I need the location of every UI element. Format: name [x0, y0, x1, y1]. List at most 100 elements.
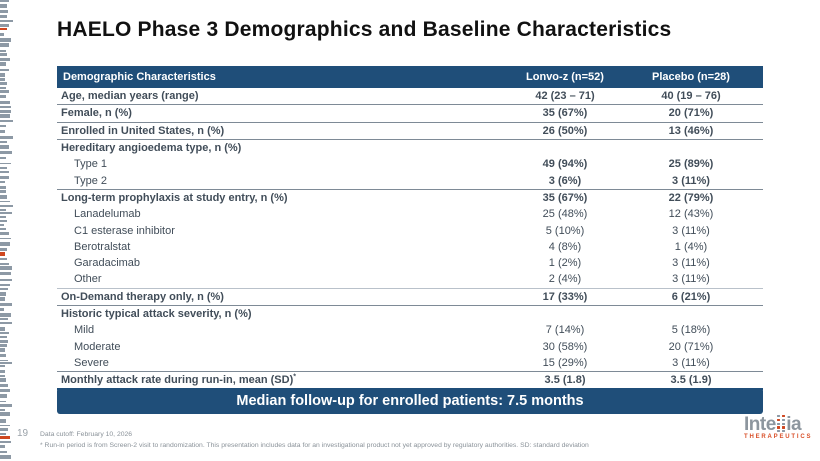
barcode-bar: [0, 195, 7, 199]
intellia-wordmark: Inte ia: [744, 413, 814, 435]
logo-dot: [781, 430, 785, 433]
barcode-bar: [0, 185, 6, 189]
row-label: Mild: [74, 324, 95, 337]
barcode-bar: [0, 331, 9, 335]
table-row: Garadacimab 1 (2%) 3 (11%): [57, 255, 763, 271]
barcode-bar: [0, 200, 10, 203]
barcode-bar: [0, 53, 7, 57]
table-row: Moderate 30 (58%) 20 (71%): [57, 338, 763, 354]
barcode-bar: [0, 257, 7, 260]
barcode-bar: [0, 424, 10, 427]
table-row: Berotralstat 4 (8%) 1 (4%): [57, 239, 763, 255]
placebo-value: 12 (43%): [668, 208, 714, 221]
barcode-bar: [0, 136, 13, 140]
row-label: Long-term prophylaxis at study entry, n …: [61, 191, 288, 204]
placebo-value: 3 (11%): [672, 174, 710, 187]
barcode-bar: [0, 78, 5, 81]
barcode-bar: [0, 308, 5, 312]
barcode-bar: [0, 318, 9, 321]
barcode-bar: [0, 303, 13, 306]
barcode-bar: [0, 49, 7, 53]
barcode-bar: [0, 151, 12, 155]
column-header-placebo: Placebo (n=28): [652, 71, 730, 83]
barcode-bar: [0, 215, 7, 218]
lonvoz-value: 42 (23 – 71): [535, 90, 595, 103]
lonvoz-value: 35 (67%): [542, 191, 588, 204]
barcode-bar: [0, 20, 13, 23]
barcode-bar: [0, 170, 9, 173]
barcode-bar: [0, 383, 9, 388]
barcode-bar: [0, 224, 5, 226]
barcode-bar: [0, 162, 11, 165]
barcode-bar: [0, 262, 9, 266]
row-label: Lanadelumab: [74, 208, 141, 221]
lonvoz-value: 15 (29%): [542, 356, 588, 369]
lonvoz-value: 2 (4%): [548, 273, 582, 286]
column-header-characteristics: Demographic Characteristics: [63, 71, 216, 83]
placebo-value: 22 (79%): [668, 191, 714, 204]
table-row: Long-term prophylaxis at study entry, n …: [57, 190, 763, 206]
barcode-bar: [0, 359, 9, 362]
barcode-bar: [0, 404, 12, 407]
row-label: Age, median years (range): [61, 90, 199, 103]
row-label: Other: [74, 273, 102, 286]
barcode-bar: [0, 101, 11, 105]
placebo-value: 3.5 (1.9): [670, 374, 712, 387]
barcode-bar: [0, 205, 13, 208]
row-label: On-Demand therapy only, n (%): [61, 290, 224, 303]
barcode-bar: [0, 220, 8, 223]
table-row: Monthly attack rate during run-in, mean …: [57, 372, 763, 388]
barcode-bar: [0, 237, 11, 240]
barcode-bar: [0, 62, 6, 66]
footnote-marker: *: [293, 373, 296, 381]
row-label: Moderate: [74, 340, 121, 353]
barcode-bar: [0, 278, 12, 282]
logo-text-start: Inte: [744, 413, 776, 435]
barcode-bar: [0, 344, 7, 347]
table-row: Type 1 49 (94%) 25 (89%): [57, 156, 763, 172]
logo-dot: [777, 426, 781, 429]
placebo-value: 1 (4%): [674, 240, 708, 253]
table-row: Enrolled in United States, n (%) 26 (50%)…: [57, 123, 763, 140]
logo-text-end: ia: [786, 413, 802, 435]
barcode-bar: [0, 166, 7, 169]
lonvoz-value: 7 (14%): [545, 324, 585, 337]
page-title: HAELO Phase 3 Demographics and Baseline …: [57, 18, 672, 41]
barcode-bar: [0, 119, 13, 123]
lonvoz-value: 3.5 (1.8): [544, 374, 586, 387]
barcode-decoration: [0, 0, 14, 461]
barcode-bar: [0, 400, 7, 403]
placebo-value: 3 (11%): [672, 257, 710, 270]
placebo-value: 6 (21%): [671, 290, 711, 303]
barcode-bar: [0, 32, 5, 37]
barcode-bar: [0, 15, 7, 19]
lonvoz-value: 3 (6%): [548, 174, 582, 187]
barcode-bar: [0, 232, 10, 235]
barcode-bar: [0, 212, 12, 215]
placebo-value: 20 (71%): [668, 107, 714, 120]
barcode-bar: [0, 378, 6, 382]
lonvoz-value: 49 (94%): [542, 158, 588, 171]
row-label: C1 esterase inhibitor: [74, 224, 175, 237]
barcode-bar: [0, 348, 6, 352]
row-label: Monthly attack rate during run-in, mean …: [61, 373, 296, 387]
row-label: Berotralstat: [74, 240, 131, 253]
placebo-value: 40 (19 – 76): [661, 90, 721, 103]
barcode-bar: [0, 369, 6, 374]
lonvoz-value: 30 (58%): [542, 340, 588, 353]
logo-dot: [781, 415, 785, 418]
barcode-bar: [0, 313, 11, 317]
lonvoz-value: 17 (33%): [542, 290, 588, 303]
logo-dot: [777, 430, 781, 433]
barcode-bar: [0, 68, 10, 71]
logo-dot-column: [777, 415, 781, 433]
placebo-value: 5 (18%): [671, 324, 711, 337]
table-row: Type 2 3 (6%) 3 (11%): [57, 172, 763, 190]
row-label: Type 1: [74, 158, 108, 171]
table-row: Age, median years (range) 42 (23 – 71) 40 …: [57, 88, 763, 106]
barcode-bar: [0, 440, 12, 444]
barcode-bar: [0, 248, 7, 251]
table-row: Female, n (%) 35 (67%) 20 (71%): [57, 105, 763, 123]
footnotes: Data cutoff: February 10, 2026 * Run-in …: [40, 430, 660, 451]
